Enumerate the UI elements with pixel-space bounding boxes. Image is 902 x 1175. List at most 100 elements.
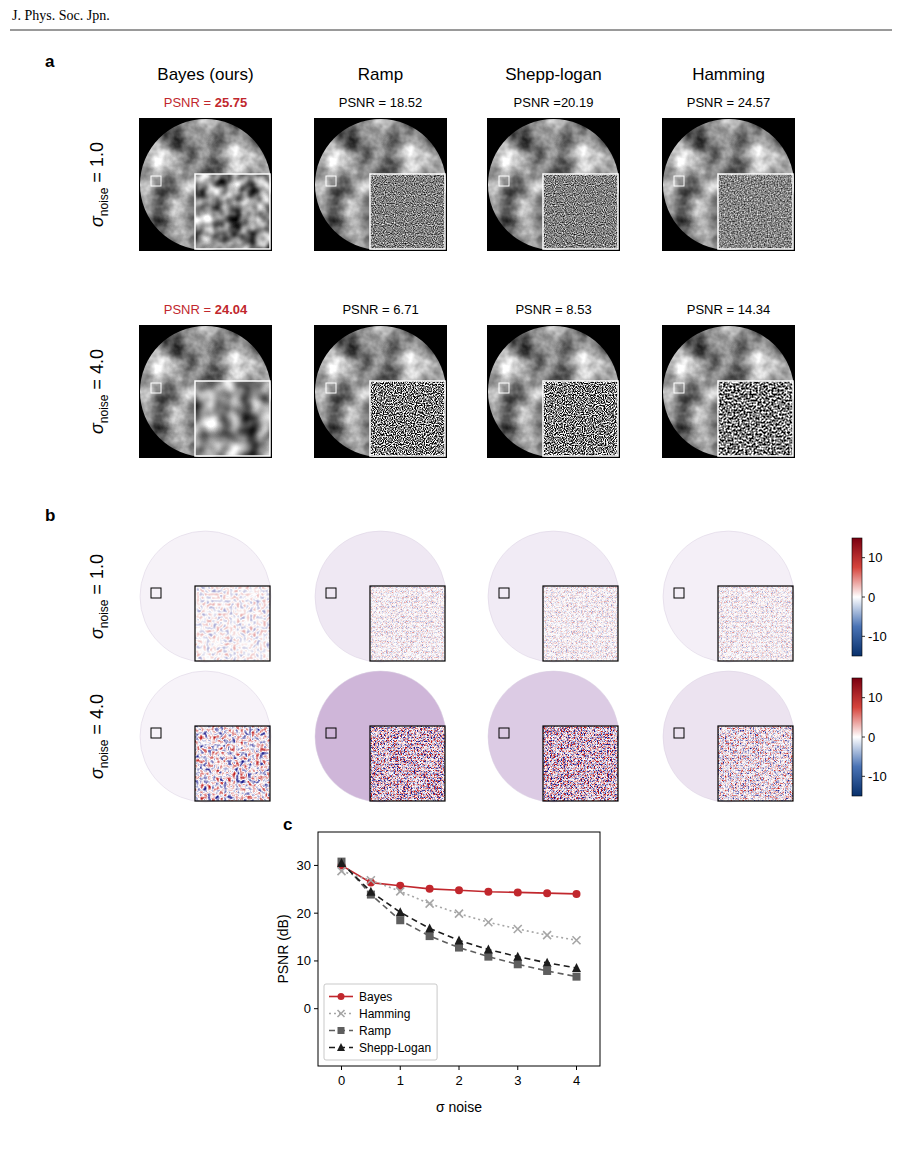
series-line [342, 862, 577, 977]
x-tick-label: 0 [338, 1073, 345, 1088]
header-rule [10, 30, 892, 31]
inset [718, 586, 793, 661]
point [543, 889, 551, 897]
subscript: noise [97, 187, 111, 216]
suffix: = 1.0 [87, 554, 107, 600]
x-axis-title: σ noise [436, 1099, 482, 1115]
colorbar [852, 538, 862, 656]
colorbar-tick [862, 636, 865, 637]
x-tick [576, 1066, 577, 1070]
y-tick-label: 0 [304, 1001, 311, 1016]
y-tick-label: 20 [297, 906, 311, 921]
point [573, 936, 581, 944]
point [543, 967, 551, 975]
inset [718, 381, 793, 456]
roi [674, 728, 684, 738]
point [484, 888, 492, 896]
roi [151, 176, 161, 186]
point [514, 888, 522, 896]
inset [543, 726, 618, 801]
point [543, 931, 551, 939]
x-tick-label: 4 [573, 1073, 580, 1088]
legend-marker [337, 1043, 345, 1051]
y-tick [314, 1008, 318, 1009]
roi [499, 728, 509, 738]
inset-frame [718, 381, 793, 456]
inset [718, 174, 793, 249]
legend-label: Ramp [359, 1024, 391, 1038]
inset [718, 726, 793, 801]
inset-frame [195, 586, 270, 661]
inset-frame [543, 726, 618, 801]
suffix: = 4.0 [87, 349, 107, 395]
series-line [342, 863, 577, 968]
inset-frame [718, 586, 793, 661]
inset-frame [718, 726, 793, 801]
point [484, 953, 492, 961]
inset-frame [370, 586, 445, 661]
inset-frame [195, 381, 270, 456]
image-bg [662, 325, 795, 458]
inset [543, 586, 618, 661]
y-tick [314, 913, 318, 914]
psnr-prefix: PSNR = [164, 95, 211, 110]
image-bg [662, 118, 795, 251]
psnr-value: 25.75 [211, 95, 247, 110]
image-bg [314, 325, 447, 458]
x-tick [459, 1066, 460, 1070]
column-title: Ramp [358, 65, 403, 84]
image [140, 119, 271, 250]
colorbar-tick [862, 776, 865, 777]
panel-label: c [283, 815, 292, 834]
colorbar [852, 678, 862, 796]
image [663, 326, 794, 457]
inset [543, 174, 618, 249]
image [315, 119, 446, 250]
panel-label: b [45, 506, 55, 525]
colorbar-tick [862, 697, 865, 698]
image [140, 326, 271, 457]
roi [326, 588, 336, 598]
panel-label: a [45, 52, 55, 71]
psnr: PSNR = 6.71 [342, 302, 418, 317]
point [426, 900, 434, 908]
inset-frame [370, 381, 445, 456]
legend-marker [338, 1027, 345, 1034]
point [513, 952, 522, 961]
diff-map [663, 531, 794, 662]
legend-label: Shepp-Logan [359, 1041, 431, 1055]
point [366, 887, 375, 896]
suffix: = 4.0 [87, 694, 107, 740]
point [425, 923, 434, 932]
diff-map [488, 671, 619, 802]
plot-area [337, 858, 581, 981]
point [338, 867, 346, 875]
point [455, 886, 463, 894]
subscript: noise [97, 739, 111, 768]
colorbar-tick [862, 557, 865, 558]
roi [151, 383, 161, 393]
inset-frame [543, 174, 618, 249]
point [337, 858, 346, 867]
column-title: Bayes (ours) [157, 65, 253, 84]
diff-map [140, 671, 271, 802]
roi [674, 383, 684, 393]
legend-box [324, 984, 437, 1060]
x-tick-label: 1 [397, 1073, 404, 1088]
y-tick [314, 865, 318, 866]
psnr: PSNR = 18.52 [339, 95, 422, 110]
x-tick-label: 2 [455, 1073, 462, 1088]
subscript: noise [97, 599, 111, 628]
psnr: PSNR = 8.53 [515, 302, 591, 317]
suffix: = 1.0 [87, 142, 107, 188]
y-tick-label: 30 [297, 858, 311, 873]
point [573, 973, 581, 981]
point [484, 944, 493, 953]
roi [326, 176, 336, 186]
psnr: PSNR = 24.57 [687, 95, 770, 110]
inset [195, 726, 270, 801]
roi [151, 728, 161, 738]
colorbar-tick-label: 0 [868, 730, 875, 745]
y-tick-label: 10 [297, 953, 311, 968]
diff-map [140, 531, 271, 662]
